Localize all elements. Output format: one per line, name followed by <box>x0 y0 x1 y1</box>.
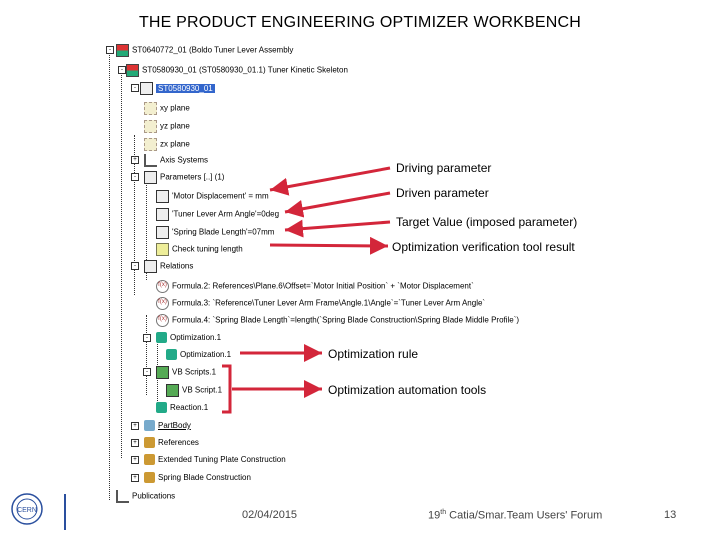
tree-node-formula-4[interactable]: f(x) Formula.4: `Spring Blade Length`=len… <box>156 314 519 327</box>
tree-node-spring-blade-construction[interactable]: Spring Blade Construction <box>144 472 251 484</box>
tree-node-references[interactable]: References <box>144 437 199 449</box>
reaction-icon <box>156 402 167 414</box>
expand-toggle[interactable]: + <box>131 422 139 430</box>
parameter-icon <box>156 208 169 221</box>
part-icon <box>140 82 153 95</box>
tree-node-axis-systems[interactable]: Axis Systems <box>144 154 208 167</box>
formula-icon: f(x) <box>156 280 169 293</box>
product-icon <box>116 44 129 57</box>
vb-script-icon <box>166 384 179 397</box>
tree-node-lever-arm-angle[interactable]: 'Tuner Lever Arm Angle'=0deg <box>156 208 279 221</box>
tree-node-vb-script[interactable]: VB Script.1 <box>166 384 222 397</box>
annotation-driven: Driven parameter <box>396 186 489 200</box>
tree-node-publications[interactable]: Publications <box>116 490 175 503</box>
tree-node-formula-2[interactable]: f(x) Formula.2: References\Plane.6\Offset… <box>156 280 474 293</box>
plane-icon <box>144 102 157 115</box>
driven-arrow <box>284 191 391 218</box>
annotation-rule: Optimization rule <box>328 347 419 361</box>
annotation-automation: Optimization automation tools <box>328 383 487 397</box>
tree-node-yz-plane[interactable]: yz plane <box>144 120 190 133</box>
tree-node-zx-plane[interactable]: zx plane <box>144 138 190 151</box>
tree-node-vb-scripts[interactable]: VB Scripts.1 <box>156 366 216 379</box>
tree-node-partbody[interactable]: PartBody <box>144 420 191 432</box>
tree-node-check-tuning-length[interactable]: Check tuning length <box>156 243 243 256</box>
tree-node-motor-displacement[interactable]: 'Motor Displacement' = mm <box>156 190 269 203</box>
tree-node-optimization-rule[interactable]: Optimization.1 <box>166 349 231 361</box>
vb-scripts-icon <box>156 366 169 379</box>
body-icon <box>144 420 155 432</box>
tree-node-formula-3[interactable]: f(x) Formula.3: `Reference\Tuner Lever Ar… <box>156 297 485 310</box>
expand-toggle[interactable]: + <box>131 156 139 164</box>
expand-toggle[interactable]: - <box>143 334 151 342</box>
optimization-rule-icon <box>166 349 177 361</box>
check-icon <box>156 243 169 256</box>
automation-bracket <box>222 364 232 414</box>
parameters-icon <box>144 171 157 184</box>
tree-node-tuning-plate-construction[interactable]: Extended Tuning Plate Construction <box>144 454 286 466</box>
annotation-target: Target Value (imposed parameter) <box>396 215 578 229</box>
relations-icon <box>144 260 157 273</box>
plane-icon <box>144 120 157 133</box>
set-icon <box>144 472 155 484</box>
tree-node-xy-plane[interactable]: xy plane <box>144 102 190 115</box>
formula-icon: f(x) <box>156 297 169 310</box>
tree-node-skeleton[interactable]: ST0580930_01 (ST0580930_01.1) Tuner Kine… <box>126 64 348 77</box>
footer-forum: 19th Catia/Smar.Team Users' Forum <box>428 509 603 522</box>
specification-tree: - ST0640772_01 (Boldo Tuner Lever Assemb… <box>100 40 519 503</box>
set-icon <box>144 437 155 449</box>
tree-node-part[interactable]: ST0580930_01 <box>140 82 215 95</box>
target-arrow <box>284 219 391 238</box>
tree-node-reaction[interactable]: Reaction.1 <box>156 402 208 414</box>
plane-icon <box>144 138 157 151</box>
footer-page-number: 13 <box>664 509 677 521</box>
expand-toggle[interactable]: - <box>143 368 151 376</box>
annotation-driving: Driving parameter <box>396 161 492 175</box>
tree-node-spring-blade-length[interactable]: 'Spring Blade Length'=07mm <box>156 226 274 239</box>
tree-node-optimizations[interactable]: Optimization.1 <box>156 332 221 344</box>
optimization-icon <box>156 332 167 344</box>
expand-toggle[interactable]: + <box>131 439 139 447</box>
cern-logo: CERN <box>11 493 43 525</box>
expand-toggle[interactable]: + <box>131 474 139 482</box>
formula-icon: f(x) <box>156 314 169 327</box>
publications-icon <box>116 490 129 503</box>
set-icon <box>144 454 155 466</box>
parameter-icon <box>156 190 169 203</box>
parameter-icon <box>156 226 169 239</box>
tree-node-parameters[interactable]: Parameters [..] (1) <box>144 171 224 184</box>
axis-icon <box>144 154 157 167</box>
footer-date: 02/04/2015 <box>242 509 298 521</box>
expand-toggle[interactable]: - <box>131 262 139 270</box>
tree-node-assembly[interactable]: ST0640772_01 (Boldo Tuner Lever Assembly <box>116 44 293 57</box>
driving-arrow <box>269 166 391 196</box>
cern-logo-text: CERN <box>17 507 37 514</box>
tree-node-relations[interactable]: Relations <box>144 260 193 273</box>
expand-toggle[interactable]: - <box>118 66 126 74</box>
expand-toggle[interactable]: - <box>106 46 114 54</box>
product-icon <box>126 64 139 77</box>
logo-divider <box>64 494 66 530</box>
expand-toggle[interactable]: - <box>131 173 139 181</box>
expand-toggle[interactable]: + <box>131 456 139 464</box>
verification-arrow <box>269 236 389 255</box>
expand-toggle[interactable]: - <box>131 84 139 92</box>
page-title: THE PRODUCT ENGINEERING OPTIMIZER WORKBE… <box>138 14 582 31</box>
annotation-verification: Optimization verification tool result <box>392 240 575 254</box>
